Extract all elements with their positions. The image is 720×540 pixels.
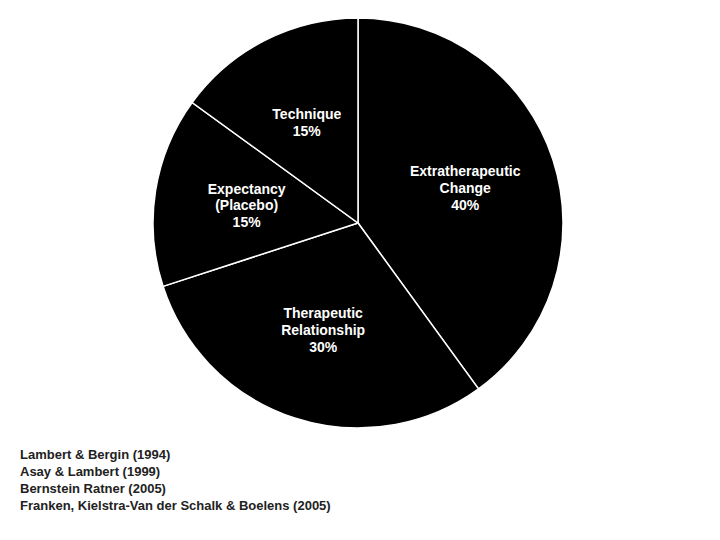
html-text:Bernstein Ratner (2005): Bernstein Ratner (2005) [20, 481, 166, 496]
html-text:Franken, Kielstra-Van der Scha: Franken, Kielstra-Van der Schalk & Boele… [20, 498, 331, 513]
svg-text:Technique15%: Technique15% [272, 106, 341, 139]
html-text:Asay & Lambert (1999): Asay & Lambert (1999) [20, 464, 161, 479]
svg-text:ExtratherapeuticChange40%: ExtratherapeuticChange40% [410, 163, 521, 213]
svg-text:TherapeuticRelationship30%: TherapeuticRelationship30% [281, 305, 365, 355]
svg-text:Expectancy(Placebo)15%: Expectancy(Placebo)15% [208, 181, 286, 231]
html-text:Lambert & Bergin (1994): Lambert & Bergin (1994) [20, 447, 171, 462]
